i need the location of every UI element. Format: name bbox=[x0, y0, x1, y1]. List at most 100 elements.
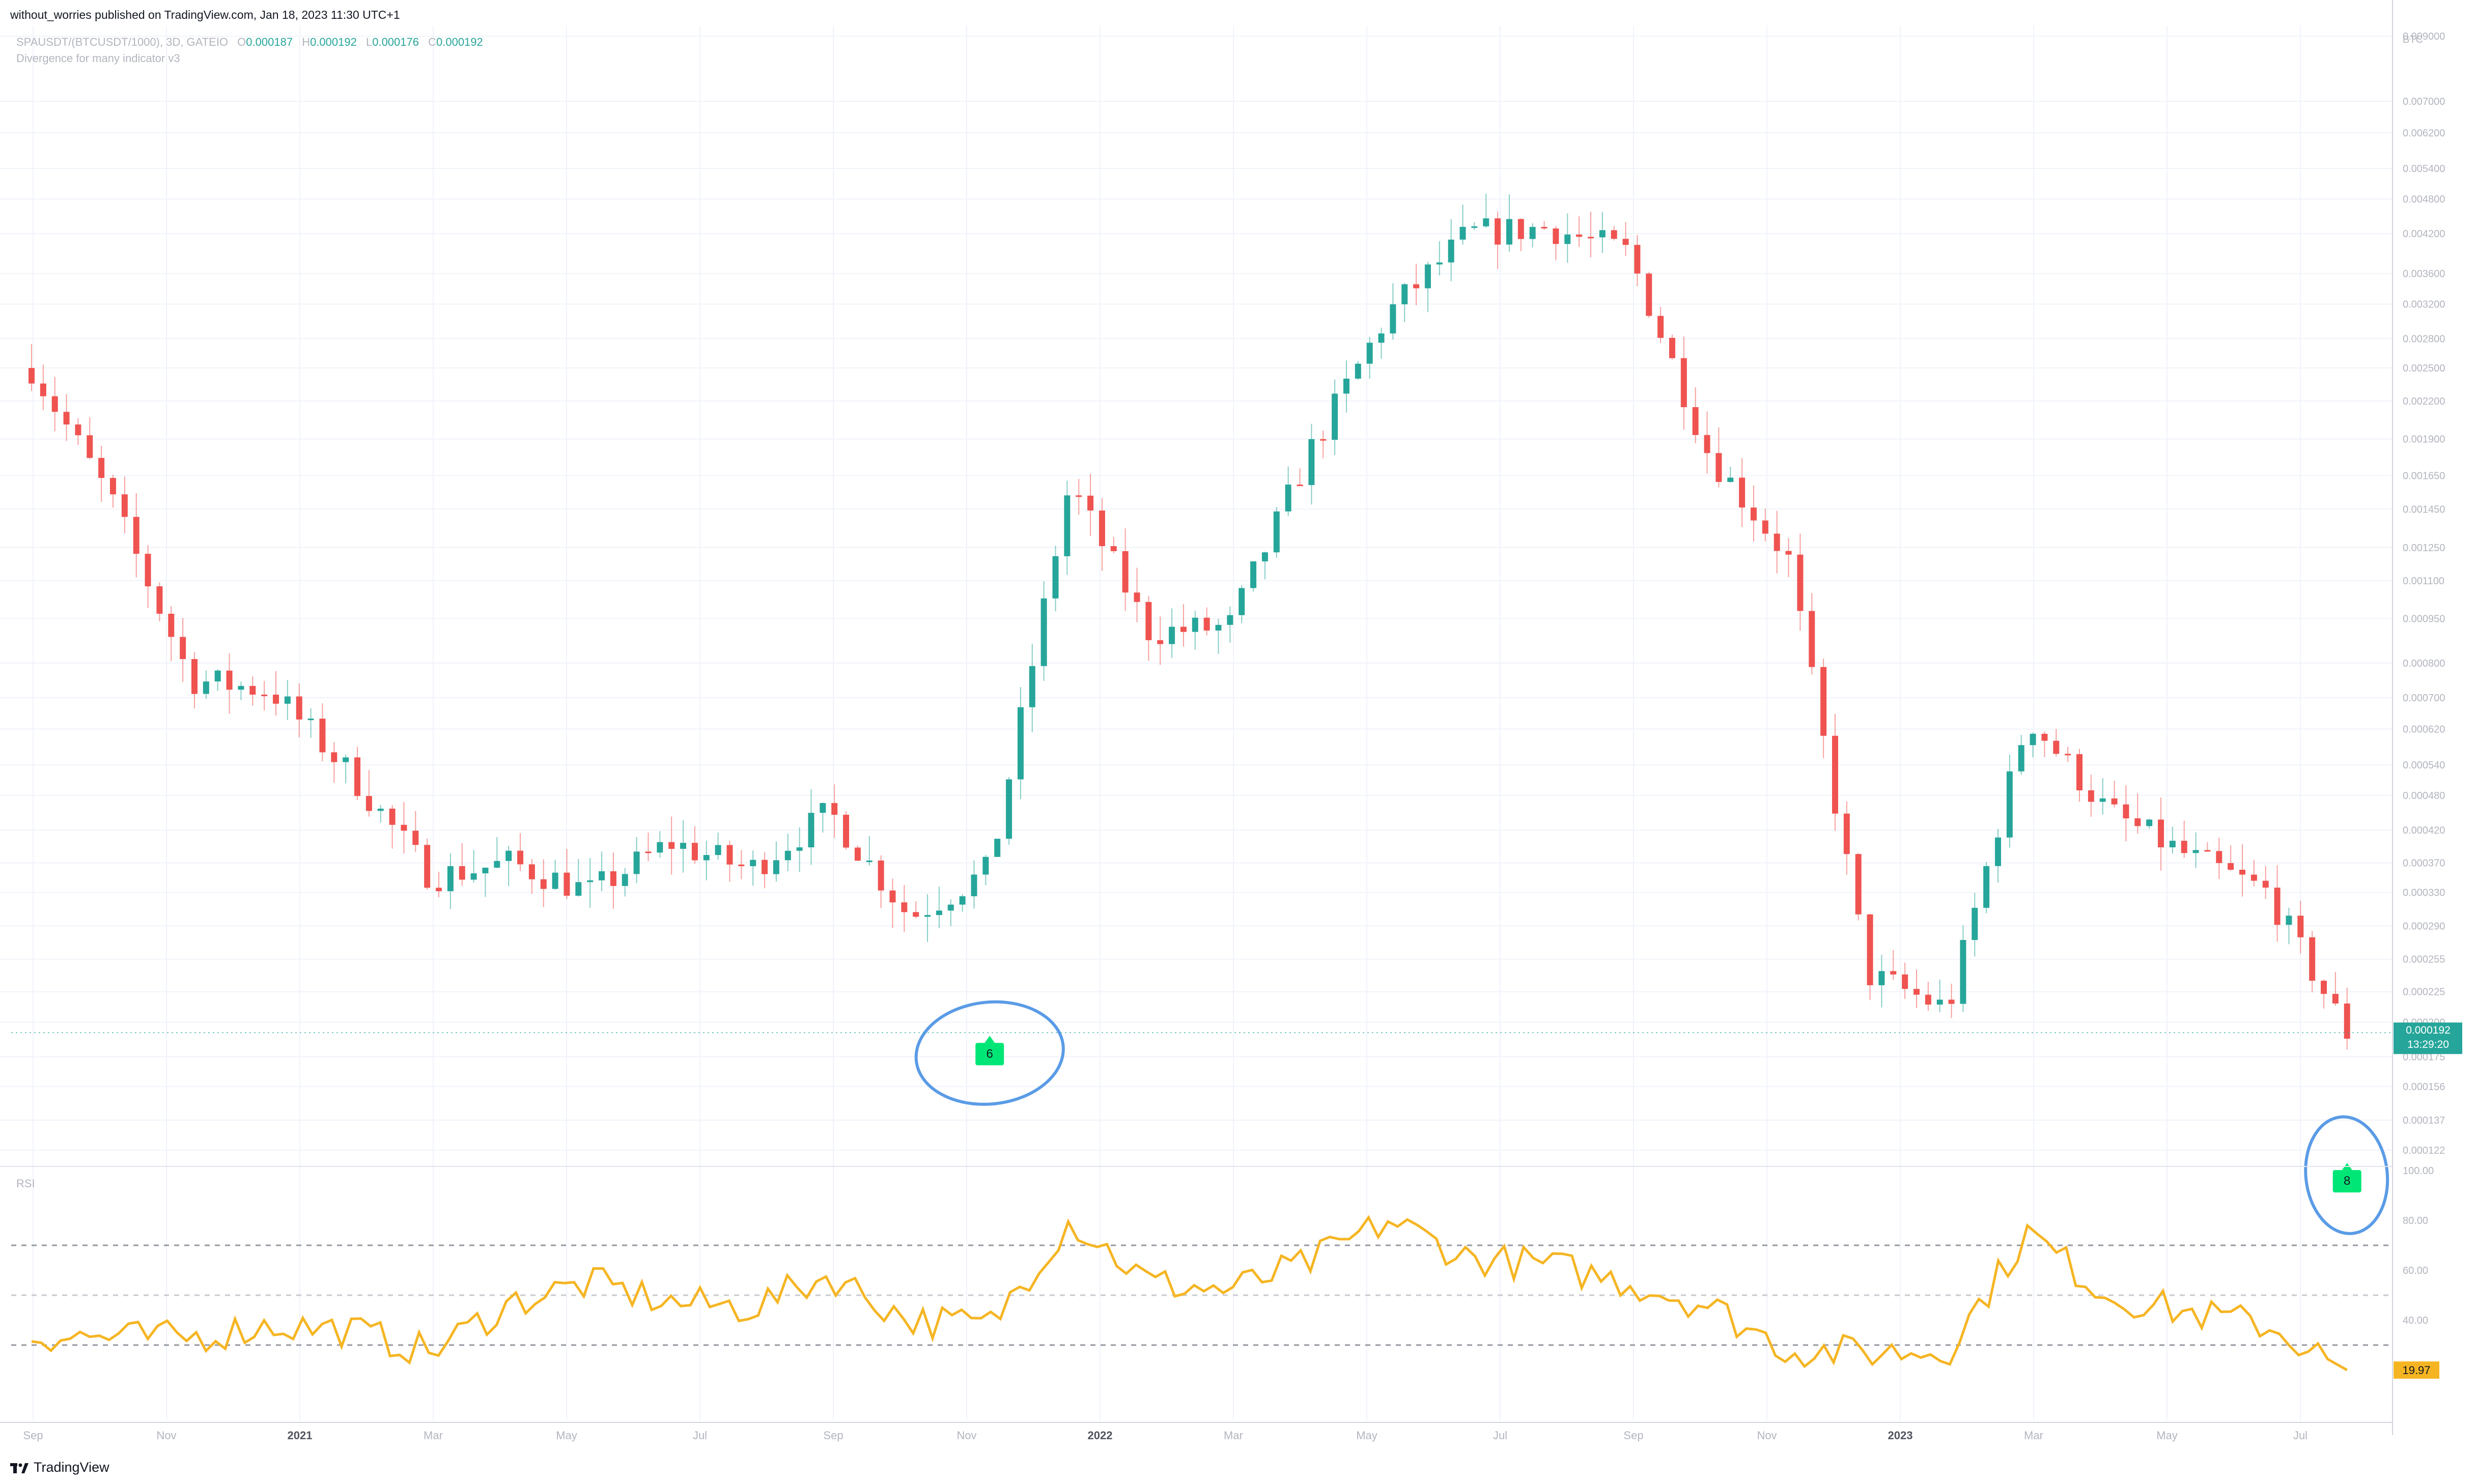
high-value: 0.000192 bbox=[310, 36, 357, 48]
candle-body bbox=[575, 882, 582, 896]
candle-body bbox=[133, 517, 139, 554]
close-key: C bbox=[428, 36, 436, 48]
candle-body bbox=[1122, 551, 1129, 593]
candle-body bbox=[354, 757, 361, 796]
candle-body bbox=[1459, 226, 1466, 240]
candle-body bbox=[1297, 484, 1303, 487]
marker-pointer bbox=[984, 1036, 995, 1043]
candle-body bbox=[528, 864, 535, 879]
candle-body bbox=[2041, 733, 2048, 741]
candle-body bbox=[994, 839, 1001, 857]
candle-body bbox=[331, 752, 337, 762]
bar-countdown: 13:29:20 bbox=[2407, 1039, 2449, 1050]
candle-body bbox=[1576, 234, 1583, 237]
marker-box bbox=[2332, 1170, 2361, 1193]
candle-body bbox=[1332, 393, 1338, 440]
candle-body bbox=[622, 874, 628, 886]
candle-body bbox=[901, 902, 908, 912]
candle-body bbox=[1529, 226, 1536, 239]
candle-body bbox=[2018, 745, 2024, 772]
marker-label: 8 bbox=[2344, 1174, 2350, 1188]
candle-body bbox=[1424, 264, 1431, 289]
y-tick-label: 0.000122 bbox=[2403, 1145, 2445, 1156]
candle-body bbox=[1169, 626, 1175, 644]
candle-body bbox=[715, 845, 721, 855]
candle-body bbox=[2088, 790, 2094, 802]
candle-body bbox=[808, 813, 814, 848]
candle-body bbox=[517, 850, 524, 865]
y-tick-label: 0.003200 bbox=[2403, 299, 2445, 310]
candle-body bbox=[1029, 666, 1035, 707]
rsi-legend[interactable]: RSI bbox=[16, 1177, 35, 1190]
y-tick-label: 0.000420 bbox=[2403, 825, 2445, 836]
candle-body bbox=[168, 613, 175, 637]
candle-body bbox=[1541, 226, 1548, 229]
candle-body bbox=[436, 888, 442, 892]
candle-body bbox=[51, 396, 58, 412]
y-tick-label: 0.000255 bbox=[2403, 954, 2445, 965]
candle-body bbox=[668, 842, 675, 849]
candle-body bbox=[796, 847, 803, 851]
candle-body bbox=[2321, 981, 2327, 994]
candle-body bbox=[1390, 304, 1396, 334]
candle-body bbox=[2250, 874, 2257, 881]
candle-body bbox=[552, 872, 558, 889]
candle-body bbox=[2134, 818, 2141, 826]
y-tick-label: 0.000137 bbox=[2403, 1115, 2445, 1126]
rsi-y-tick-label: 60.00 bbox=[2403, 1265, 2428, 1276]
candle-body bbox=[645, 851, 652, 853]
x-tick-label: Sep bbox=[23, 1429, 43, 1442]
candle-body bbox=[87, 435, 93, 458]
candle-body bbox=[878, 860, 884, 891]
candle-body bbox=[820, 803, 826, 813]
candle-body bbox=[75, 424, 81, 436]
y-tick-label: 0.000800 bbox=[2403, 658, 2445, 669]
candle-body bbox=[1972, 907, 1978, 940]
symbol-title[interactable]: SPAUSDT/(BTCUSDT/1000), 3D, GATEIO bbox=[16, 36, 229, 48]
candle-body bbox=[226, 670, 233, 690]
candle-body bbox=[238, 686, 244, 690]
candle-body bbox=[296, 696, 302, 720]
candle-body bbox=[2076, 754, 2083, 790]
candle-body bbox=[1832, 735, 1838, 814]
rsi-line bbox=[31, 1215, 2348, 1372]
y-tick-label: 0.003600 bbox=[2403, 268, 2445, 279]
candle-body bbox=[1239, 588, 1245, 615]
candle-body bbox=[2111, 798, 2118, 805]
y-tick-label: 0.002500 bbox=[2403, 363, 2445, 374]
candle-body bbox=[1704, 435, 1710, 453]
candle-body bbox=[2065, 754, 2071, 756]
candle-body bbox=[343, 757, 349, 762]
candle-body bbox=[889, 890, 896, 903]
candle-body bbox=[40, 383, 46, 396]
candle-body bbox=[2146, 819, 2153, 826]
indicator-legend[interactable]: Divergence for many indicator v3 bbox=[16, 52, 180, 65]
candle-body bbox=[2030, 733, 2036, 746]
candle-body bbox=[726, 845, 733, 865]
tradingview-footer[interactable]: TradingView bbox=[10, 1460, 109, 1475]
candle-body bbox=[2192, 850, 2199, 853]
candle-body bbox=[1087, 495, 1094, 511]
candle-body bbox=[1145, 602, 1152, 640]
annotation-circle bbox=[914, 1000, 1065, 1106]
candle-body bbox=[1797, 554, 1804, 611]
rsi-value-text: 19.97 bbox=[2402, 1364, 2430, 1377]
y-tick-label: 0.002200 bbox=[2403, 396, 2445, 407]
y-tick-label: 0.000330 bbox=[2403, 888, 2445, 899]
y-tick-label: 0.004800 bbox=[2403, 194, 2445, 205]
candle-body bbox=[2239, 869, 2246, 875]
x-tick-label: Mar bbox=[424, 1429, 443, 1442]
candle-body bbox=[203, 681, 209, 694]
y-tick-label: 0.006200 bbox=[2403, 128, 2445, 139]
candle-body bbox=[1843, 813, 1850, 854]
candle-body bbox=[1378, 333, 1385, 343]
candle-body bbox=[29, 368, 35, 384]
candle-body bbox=[784, 850, 791, 861]
candle-body bbox=[750, 860, 756, 867]
candle-body bbox=[1564, 234, 1571, 244]
candle-body bbox=[401, 824, 407, 831]
candle-body bbox=[1587, 237, 1594, 239]
candle-body bbox=[191, 659, 198, 694]
y-unit-label: BTC bbox=[2403, 34, 2423, 45]
